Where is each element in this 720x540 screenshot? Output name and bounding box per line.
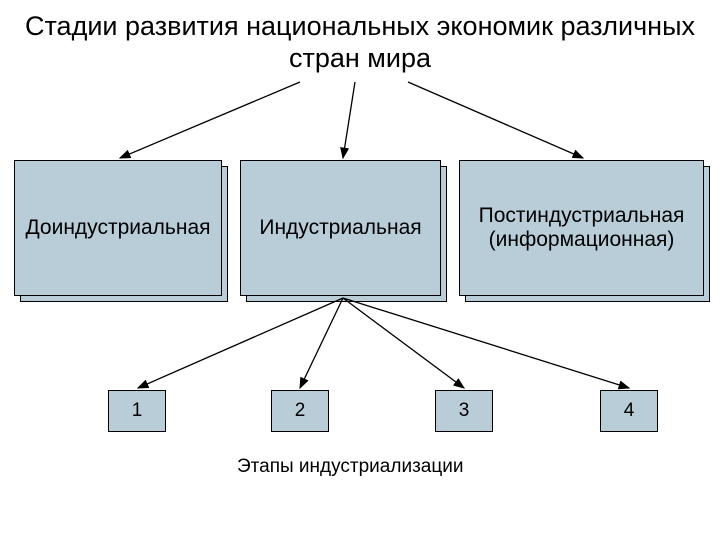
number-label: 3 <box>459 400 470 422</box>
number-box: 4 <box>600 390 658 432</box>
stage-box: Индустриальная <box>240 160 441 296</box>
number-label: 4 <box>624 400 635 422</box>
number-box: 3 <box>435 390 493 432</box>
caption-label: Этапы индустриализации <box>237 456 463 478</box>
stage-label: Постиндустриальная (информационная) <box>464 204 699 252</box>
stage-box: Доиндустриальная <box>14 160 222 296</box>
number-label: 2 <box>295 400 306 422</box>
number-box: 1 <box>108 390 166 432</box>
diagram-title: Стадии развития национальных экономик ра… <box>0 10 720 75</box>
number-box: 2 <box>271 390 329 432</box>
number-label: 1 <box>132 400 143 422</box>
stage-box: Постиндустриальная (информационная) <box>459 160 704 296</box>
stage-label: Индустриальная <box>259 216 421 240</box>
stage-label: Доиндустриальная <box>25 216 210 240</box>
